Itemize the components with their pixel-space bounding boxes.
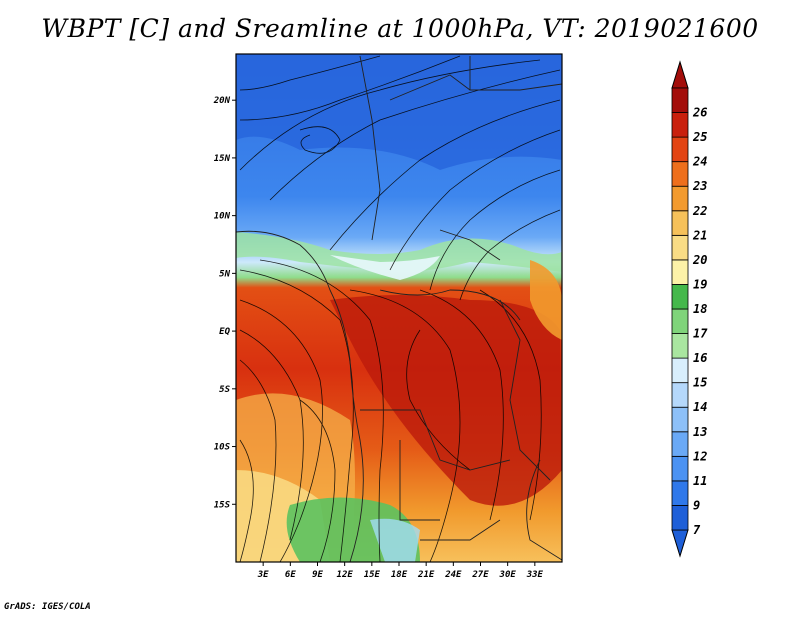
colorbar-label: 20 <box>692 253 707 267</box>
colorbar-label: 11 <box>693 474 707 488</box>
colorbar-label: 14 <box>693 400 707 414</box>
lon-tick-label: 9E <box>312 570 323 580</box>
colorbar-label: 12 <box>693 449 707 463</box>
lat-tick-label: 20N <box>213 96 231 106</box>
wbpt-field <box>236 54 562 562</box>
colorbar-label: 17 <box>693 327 708 341</box>
lon-tick-label: 21E <box>417 570 435 580</box>
colorbar-swatch <box>671 431 689 457</box>
lon-tick-label: 27E <box>471 570 489 580</box>
grads-credit: GrADS: IGES/COLA <box>4 602 91 612</box>
colorbar-swatch <box>671 455 689 482</box>
lon-tick-label: 30E <box>499 570 517 580</box>
lat-tick-label: 15S <box>214 500 231 510</box>
colorbar: 7 9 11 12 13 14 15 16 17 18 19 20 21 22 23 24 25 26 <box>671 60 708 558</box>
colorbar-swatch <box>671 234 689 261</box>
colorbar-label: 21 <box>692 228 707 242</box>
lon-tick-label: 15E <box>364 570 381 580</box>
lat-tick-label: EQ <box>219 327 230 337</box>
colorbar-label: 16 <box>693 351 707 365</box>
colorbar-label: 7 <box>693 523 701 537</box>
streamlines <box>239 55 561 562</box>
colorbar-swatch <box>671 382 689 408</box>
colorbar-min-arrow <box>671 529 689 558</box>
colorbar-label: 13 <box>693 425 707 439</box>
lon-tick-label: 33E <box>526 570 544 580</box>
colorbar-swatch <box>671 210 689 236</box>
colorbar-label: 9 <box>693 498 700 512</box>
colorbar-swatch <box>671 136 689 163</box>
colorbar-label: 24 <box>692 155 707 169</box>
lat-tick-label: 5S <box>219 385 230 395</box>
colorbar-swatch <box>671 308 689 334</box>
lon-tick-label: 12E <box>337 570 354 580</box>
lat-tick-label: 10N <box>214 212 231 222</box>
colorbar-swatch <box>671 505 689 531</box>
latitude-axis: 20N 15N 10N 5N EQ 5S 10S 15S <box>213 96 236 510</box>
colorbar-label: 15 <box>693 376 707 390</box>
lon-tick-label: 3E <box>257 570 269 580</box>
colorbar-swatch <box>671 357 689 384</box>
colorbar-swatch <box>671 161 689 187</box>
chart-title: WBPT [C] and Sreamline at 1000hPa, VT: 2… <box>41 14 759 43</box>
lon-tick-label: 18E <box>391 570 408 580</box>
colorbar-label: 22 <box>692 204 707 218</box>
colorbar-swatch <box>671 185 689 212</box>
lon-tick-label: 24E <box>444 570 462 580</box>
country-borders <box>236 55 562 562</box>
lat-tick-label: 15N <box>214 154 231 164</box>
colorbar-swatch <box>671 333 689 359</box>
colorbar-label: 18 <box>693 302 707 316</box>
colorbar-label: 26 <box>692 106 707 120</box>
longitude-axis: 3E 6E 9E 12E 15E 18E 21E 24E 27E 30E 33E <box>257 562 544 580</box>
colorbar-swatch <box>671 112 689 138</box>
colorbar-swatch <box>671 406 689 433</box>
lat-tick-label: 5N <box>219 269 230 279</box>
colorbar-label: 19 <box>693 277 707 291</box>
colorbar-swatch <box>671 259 689 285</box>
colorbar-swatch <box>671 87 689 113</box>
colorbar-swatch <box>671 284 689 310</box>
colorbar-label: 23 <box>692 179 707 193</box>
colorbar-max-arrow <box>671 60 689 89</box>
colorbar-label: 25 <box>692 130 707 144</box>
colorbar-swatch <box>671 480 689 506</box>
lat-tick-label: 10S <box>214 443 231 453</box>
lon-tick-label: 6E <box>285 570 296 580</box>
